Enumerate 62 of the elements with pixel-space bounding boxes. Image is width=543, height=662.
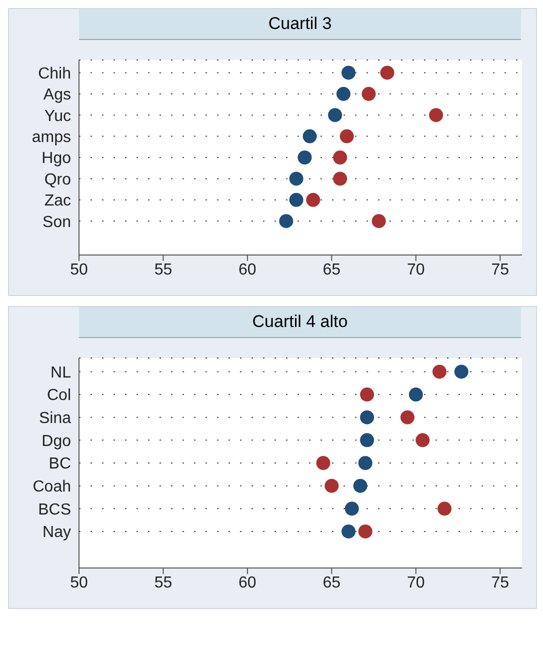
y-tick-label: BC xyxy=(48,456,71,473)
y-tick-label: Hgo xyxy=(42,150,72,168)
point xyxy=(302,129,317,144)
x-tick-label: 70 xyxy=(406,261,425,278)
y-tick-label: BCS xyxy=(38,501,71,518)
point xyxy=(408,388,423,402)
x-tick-label: 75 xyxy=(491,574,510,592)
x-tick-label: 50 xyxy=(70,261,88,278)
y-tick-label: Dgo xyxy=(42,432,72,450)
point xyxy=(380,66,394,80)
x-tick-label: 65 xyxy=(322,261,341,278)
y-tick-label: Sina xyxy=(38,410,72,428)
point xyxy=(432,364,446,379)
point xyxy=(342,66,356,80)
point xyxy=(333,172,348,186)
point xyxy=(416,433,430,448)
point xyxy=(328,108,342,122)
point xyxy=(289,192,304,207)
point xyxy=(454,364,468,379)
point xyxy=(362,86,376,101)
point xyxy=(360,410,374,424)
point xyxy=(429,108,444,122)
y-tick-label: Chih xyxy=(38,65,71,82)
point xyxy=(360,433,374,448)
y-tick-label: Coah xyxy=(32,478,71,496)
point xyxy=(316,456,330,470)
point xyxy=(342,524,356,538)
point xyxy=(372,214,386,228)
y-tick-label: Ags xyxy=(43,86,71,104)
point xyxy=(333,150,348,164)
point xyxy=(353,478,368,493)
y-tick-label: Col xyxy=(46,387,71,404)
y-tick-label: Son xyxy=(42,214,71,231)
chart-title: Cuartil 3 xyxy=(79,9,521,40)
point xyxy=(340,129,354,144)
point xyxy=(306,192,320,207)
point xyxy=(358,524,372,538)
x-tick-label: 55 xyxy=(154,261,172,278)
x-tick-label: 65 xyxy=(322,574,341,592)
point xyxy=(289,172,304,186)
point xyxy=(438,502,452,516)
y-tick-label: Zac xyxy=(44,192,71,210)
point xyxy=(279,214,294,228)
y-tick-label: amps xyxy=(32,128,71,146)
point xyxy=(298,150,312,164)
point xyxy=(336,86,350,101)
x-tick-label: 60 xyxy=(238,574,256,592)
x-tick-label: 55 xyxy=(154,574,172,592)
chart-title: Cuartil 4 alto xyxy=(79,307,521,338)
y-tick-label: Qro xyxy=(44,171,72,188)
point xyxy=(360,388,374,402)
y-tick-label: Nay xyxy=(42,524,71,542)
x-tick-label: 70 xyxy=(406,574,425,592)
y-tick-label: Yuc xyxy=(44,108,71,125)
point xyxy=(344,502,359,516)
x-tick-label: 60 xyxy=(238,261,256,278)
point xyxy=(324,478,339,493)
y-tick-label: NL xyxy=(50,364,72,382)
x-tick-label: 50 xyxy=(70,574,88,592)
x-tick-label: 75 xyxy=(491,261,510,278)
point xyxy=(358,456,372,470)
point xyxy=(400,410,414,424)
